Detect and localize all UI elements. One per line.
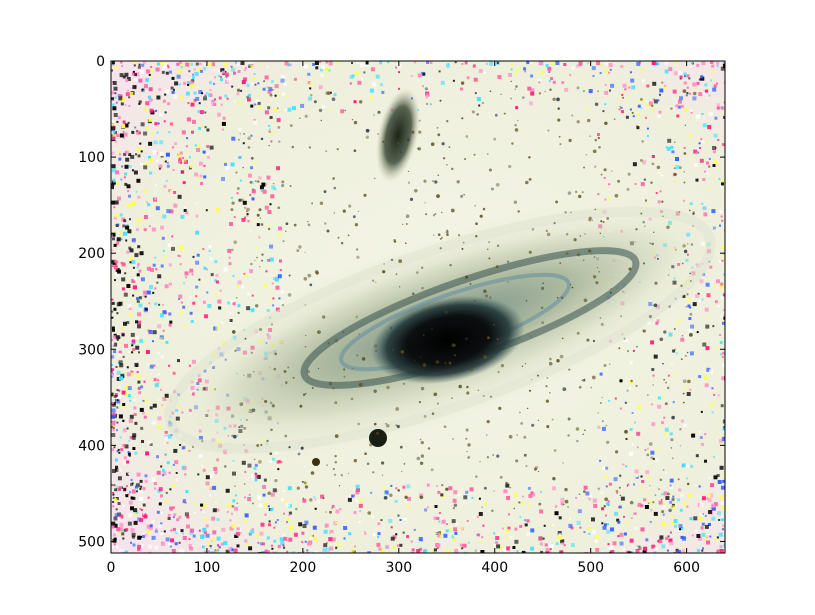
y-tick-label: 300 xyxy=(78,342,105,358)
x-tick-label: 500 xyxy=(577,560,604,576)
outer-arm xyxy=(164,206,716,454)
x-tick-label: 200 xyxy=(290,560,317,576)
bright-star xyxy=(312,458,320,466)
x-tick-label: 100 xyxy=(194,560,221,576)
axes-frame xyxy=(110,60,726,554)
companion-galaxy xyxy=(376,87,420,183)
x-axis: 0 100 200 300 400 500 600 xyxy=(107,61,700,576)
y-tick-label: 200 xyxy=(78,246,105,262)
bright-star xyxy=(369,429,387,447)
x-tick-label: 0 xyxy=(107,560,116,576)
image-area xyxy=(111,61,725,553)
galaxy xyxy=(135,87,725,468)
galaxy-core xyxy=(371,295,525,385)
x-tick-label: 400 xyxy=(481,560,508,576)
y-axis: 0 100 200 300 400 500 xyxy=(78,54,725,550)
star-field xyxy=(230,80,697,515)
x-tick-label: 600 xyxy=(673,560,700,576)
x-tick-label: 300 xyxy=(385,560,412,576)
y-tick-label: 0 xyxy=(96,54,105,70)
y-tick-label: 100 xyxy=(78,150,105,166)
y-tick-label: 500 xyxy=(78,534,105,550)
y-tick-label: 400 xyxy=(78,438,105,454)
